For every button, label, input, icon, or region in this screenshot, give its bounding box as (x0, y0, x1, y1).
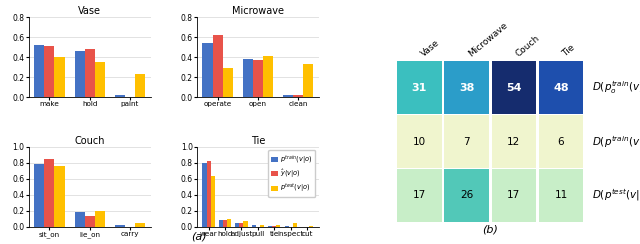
Bar (135, 223, 145, 227)
Bar (283, 95, 293, 97)
Bar (202, 163, 207, 227)
Bar (95, 62, 105, 97)
Text: 7: 7 (463, 137, 470, 146)
Text: (b): (b) (483, 224, 498, 234)
Bar (115, 95, 125, 97)
Bar (236, 223, 239, 227)
Bar (44, 159, 54, 227)
Text: 10: 10 (413, 137, 426, 146)
Bar (243, 59, 253, 97)
Text: 12: 12 (508, 137, 520, 146)
Bar (252, 225, 256, 227)
Bar (35, 164, 44, 227)
Bar (44, 46, 54, 97)
Text: (a): (a) (191, 232, 207, 242)
Text: $D(p^{train}(v|o) \| \hat{y})$: $D(p^{train}(v|o) \| \hat{y})$ (592, 133, 640, 150)
Bar (293, 95, 303, 97)
Text: 31: 31 (412, 83, 427, 93)
Text: $D(p_o^{train}(v) \| \hat{y})$: $D(p_o^{train}(v) \| \hat{y})$ (592, 79, 640, 96)
Title: Microwave: Microwave (232, 6, 284, 16)
Text: 11: 11 (554, 190, 568, 200)
Bar (211, 176, 215, 227)
Bar (285, 226, 289, 227)
Text: 26: 26 (460, 190, 473, 200)
Text: 6: 6 (557, 137, 564, 146)
Title: Vase: Vase (78, 6, 101, 16)
Bar (202, 43, 212, 97)
Bar (84, 216, 95, 227)
Bar (219, 220, 223, 227)
Bar (227, 219, 231, 227)
Bar (239, 223, 243, 227)
Legend: $p^{train}(v|o)$, $\hat{y}(v|o)$, $p^{test}(v|o)$: $p^{train}(v|o)$, $\hat{y}(v|o)$, $p^{te… (268, 150, 316, 197)
Text: Tie: Tie (561, 43, 577, 59)
Text: Couch: Couch (514, 33, 541, 59)
Bar (75, 51, 84, 97)
Text: $D(p^{test}(v|o) \| \hat{y})$: $D(p^{test}(v|o) \| \hat{y})$ (592, 187, 640, 203)
Bar (35, 45, 44, 97)
Bar (292, 223, 297, 227)
Bar (243, 221, 248, 227)
Bar (309, 226, 313, 227)
Text: 54: 54 (506, 83, 522, 93)
Bar (75, 212, 84, 227)
Bar (207, 161, 211, 227)
Bar (268, 226, 272, 227)
Title: Couch: Couch (74, 136, 105, 146)
Bar (272, 226, 276, 227)
Bar (223, 68, 233, 97)
Bar (260, 225, 264, 227)
Text: 48: 48 (553, 83, 569, 93)
Text: Vase: Vase (419, 38, 442, 59)
Text: 38: 38 (459, 83, 474, 93)
Title: Tie: Tie (251, 136, 265, 146)
Bar (223, 220, 227, 227)
Bar (54, 57, 65, 97)
Bar (263, 56, 273, 97)
Bar (115, 225, 125, 227)
Text: 17: 17 (413, 190, 426, 200)
Text: 17: 17 (508, 190, 520, 200)
Bar (303, 64, 313, 97)
Bar (95, 211, 105, 227)
Bar (253, 60, 263, 97)
Bar (84, 49, 95, 97)
Bar (135, 74, 145, 97)
Bar (54, 166, 65, 227)
Text: Microwave: Microwave (467, 21, 509, 59)
Bar (212, 35, 223, 97)
Bar (276, 224, 280, 227)
